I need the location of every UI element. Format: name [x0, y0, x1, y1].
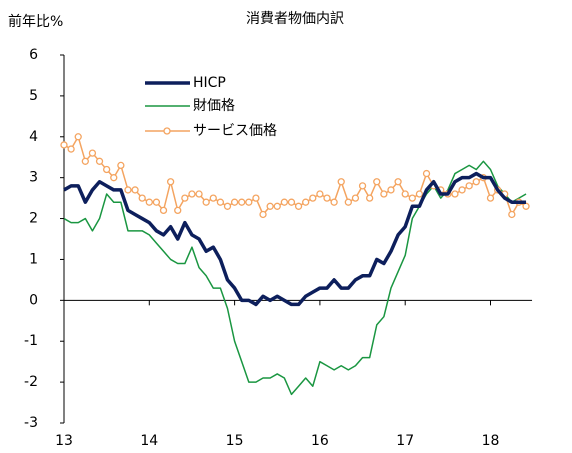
x-tick-label: 17 [396, 433, 414, 449]
series-marker [67, 145, 75, 153]
series-marker [373, 178, 381, 186]
series-marker [88, 149, 97, 157]
series-marker [280, 198, 289, 206]
y-tick-label: -3 [24, 415, 38, 431]
series-marker [387, 186, 395, 194]
series-marker [216, 198, 225, 206]
series-marker [273, 202, 281, 210]
series-line [63, 171, 527, 307]
series-marker [159, 206, 168, 215]
legend-marker [163, 127, 171, 135]
series-marker [181, 194, 189, 202]
series-marker [152, 198, 161, 206]
series-marker [358, 182, 367, 190]
series-marker [316, 190, 324, 198]
series-marker [166, 178, 175, 186]
series-marker [60, 141, 68, 149]
series-marker [294, 202, 303, 210]
y-axis-label: 前年比% [8, 13, 63, 30]
x-tick-label: 14 [140, 433, 158, 449]
series-marker [344, 198, 352, 206]
x-tick-label: 16 [311, 433, 329, 449]
series-marker [458, 186, 466, 194]
y-tick-label: 5 [29, 88, 38, 104]
series-marker [366, 194, 374, 202]
series-marker [380, 190, 388, 198]
series-marker [209, 194, 217, 202]
series-marker [110, 174, 118, 182]
y-tick-label: 6 [29, 47, 38, 63]
series-marker [195, 190, 203, 198]
legend-label: 財価格 [193, 98, 235, 114]
series-marker [323, 194, 331, 202]
series-marker [309, 194, 317, 202]
x-tick-label: 13 [55, 433, 73, 449]
series-marker [337, 178, 345, 186]
series-marker [351, 194, 360, 202]
series-marker [230, 198, 239, 206]
series-marker [103, 165, 111, 174]
series-marker [522, 202, 530, 210]
y-tick-label: 1 [29, 251, 38, 267]
y-tick-label: -1 [24, 333, 38, 349]
series-marker [117, 161, 125, 170]
series-marker [451, 190, 459, 198]
series-marker [95, 157, 104, 165]
series-marker [138, 194, 146, 202]
series-marker [408, 194, 416, 202]
series-marker [259, 210, 267, 219]
series-marker [74, 133, 82, 141]
series-marker [145, 198, 153, 206]
y-tick-label: 2 [29, 211, 38, 227]
x-tick-label: 18 [482, 433, 500, 449]
series-marker [401, 190, 409, 198]
series-marker [188, 190, 196, 198]
chart-title: 消費者物価内訳 [246, 11, 344, 27]
series-marker [422, 169, 431, 178]
series-marker [415, 190, 424, 198]
series-marker [486, 194, 495, 202]
y-tick-label: 0 [29, 292, 38, 308]
series-marker [508, 210, 516, 219]
y-tick-label: -2 [24, 374, 38, 390]
series-marker [266, 202, 274, 210]
y-tick-label: 3 [29, 170, 38, 186]
series-marker [124, 186, 132, 194]
y-tick-label: 4 [29, 129, 38, 145]
series-marker [302, 198, 310, 206]
legend-label: サービス価格 [193, 123, 277, 139]
series-marker [245, 198, 253, 206]
series-line [63, 160, 527, 396]
series-marker [202, 198, 210, 206]
series-marker [287, 198, 296, 206]
series-marker [465, 182, 473, 190]
legend-label: HICP [193, 75, 226, 91]
series-marker [394, 178, 402, 186]
series-marker [131, 186, 139, 194]
x-tick-label: 15 [226, 433, 244, 449]
series-marker [330, 198, 338, 206]
series-marker [81, 157, 89, 165]
series-marker [238, 198, 246, 206]
series-marker [252, 194, 260, 202]
series-marker [223, 202, 232, 210]
series-marker [174, 206, 182, 215]
series-marker [472, 178, 480, 186]
